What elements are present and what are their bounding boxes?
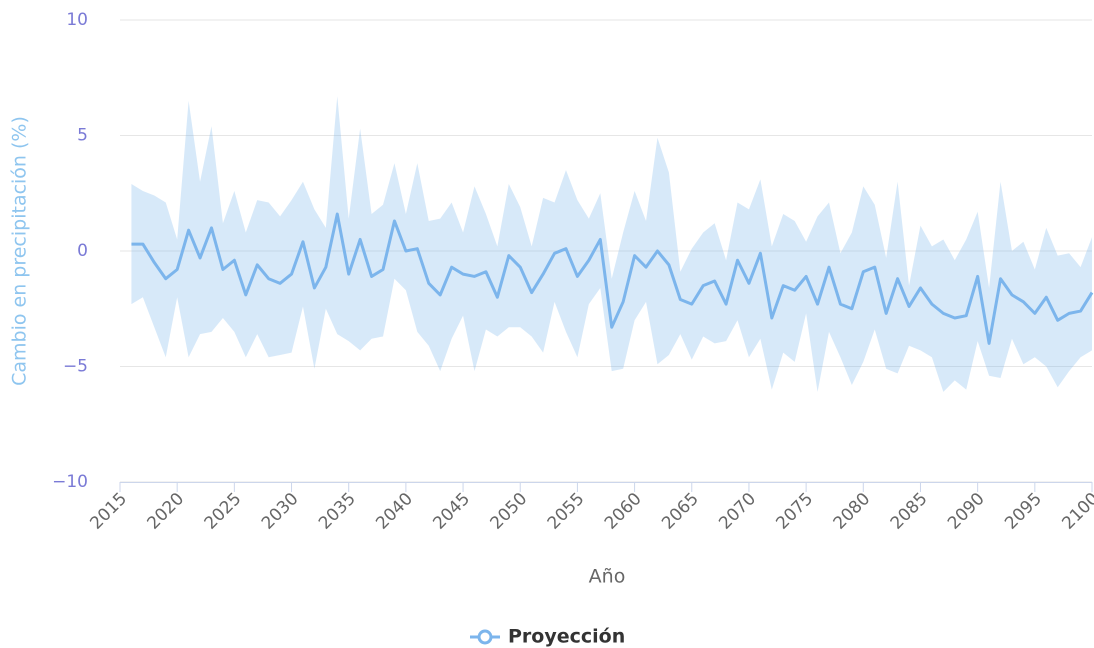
y-tick-label: 0	[77, 241, 88, 261]
y-tick-label: −10	[52, 472, 88, 492]
legend-symbol-marker	[477, 629, 493, 645]
range-band	[131, 96, 1092, 392]
x-tick-label: 2035	[315, 489, 360, 534]
x-tick-label: 2100	[1058, 489, 1094, 534]
y-tick-label: 10	[66, 10, 88, 30]
line	[131, 212, 1094, 345]
x-tick-label: 2070	[715, 489, 760, 534]
x-tick-label: 2040	[372, 489, 417, 534]
x-tick-label: 2080	[830, 489, 875, 534]
y-tick-label: 5	[77, 126, 88, 146]
x-tick-label: 2055	[544, 489, 589, 534]
x-tick-label: 2050	[487, 489, 532, 534]
x-axis-label: Año	[589, 566, 626, 588]
x-tick-label: 2065	[658, 489, 703, 534]
x-tick-label: 2075	[772, 489, 817, 534]
x-tick-label: 2015	[86, 489, 131, 534]
x-tick-label: 2025	[201, 489, 246, 534]
legend-label[interactable]: Proyección	[508, 626, 625, 648]
x-tick-label: 2090	[944, 489, 989, 534]
x-tick-label: 2030	[258, 489, 303, 534]
y-tick-label: −5	[63, 357, 88, 377]
x-tick-label: 2045	[429, 489, 474, 534]
x-tick-label: 2020	[144, 489, 189, 534]
x-tick-label: 2095	[1001, 489, 1046, 534]
y-axis-label: Cambio en precipitación (%)	[9, 116, 31, 386]
x-tick-label: 2085	[887, 489, 932, 534]
x-tick-label: 2060	[601, 489, 646, 534]
